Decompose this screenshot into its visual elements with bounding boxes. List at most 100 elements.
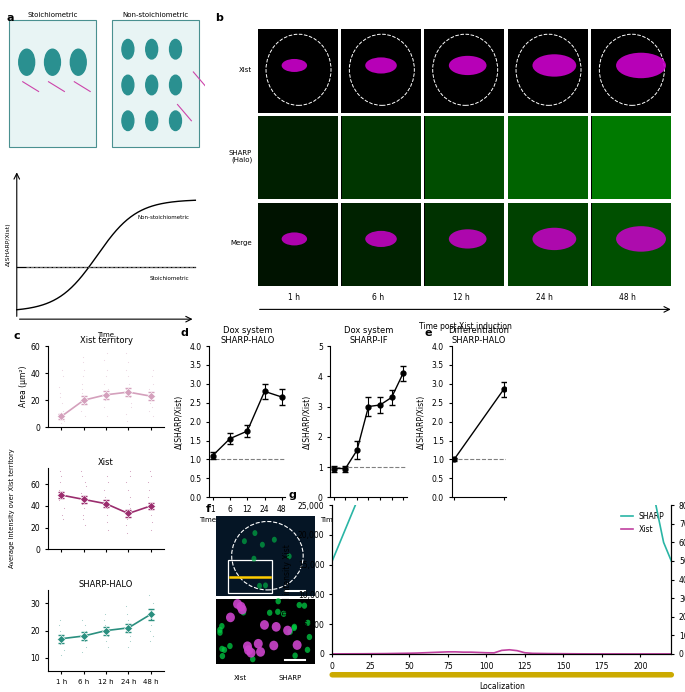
Point bbox=[143, 484, 154, 495]
Point bbox=[54, 489, 65, 500]
Point bbox=[121, 365, 132, 376]
Text: SHARP: SHARP bbox=[278, 675, 301, 682]
SHARP bbox=[644, 464, 652, 472]
Point bbox=[55, 639, 66, 650]
SHARP bbox=[343, 520, 352, 528]
Bar bbox=[216, 516, 315, 596]
Point bbox=[125, 392, 136, 403]
Point bbox=[142, 477, 153, 488]
Ellipse shape bbox=[282, 233, 307, 246]
Bar bbox=[508, 203, 588, 286]
Text: Stoichiometric: Stoichiometric bbox=[150, 276, 189, 281]
Title: Xist territory: Xist territory bbox=[79, 336, 132, 345]
Point bbox=[125, 630, 136, 641]
Bar bbox=[425, 116, 504, 199]
SHARP bbox=[328, 557, 336, 565]
Circle shape bbox=[122, 111, 134, 131]
Xist bbox=[366, 650, 375, 658]
Bar bbox=[592, 116, 671, 199]
Point bbox=[146, 401, 157, 412]
Ellipse shape bbox=[256, 647, 265, 657]
Bar bbox=[591, 203, 671, 286]
Circle shape bbox=[170, 111, 182, 131]
Ellipse shape bbox=[236, 602, 245, 612]
Point bbox=[55, 477, 66, 488]
Point bbox=[121, 609, 132, 620]
Bar bbox=[258, 203, 338, 286]
Ellipse shape bbox=[263, 583, 268, 588]
Xist bbox=[482, 648, 490, 657]
Text: a: a bbox=[7, 13, 14, 24]
Xist bbox=[644, 650, 652, 658]
Y-axis label: Δ(SHARP/Xist): Δ(SHARP/Xist) bbox=[303, 394, 312, 449]
Ellipse shape bbox=[238, 605, 247, 614]
Point bbox=[123, 370, 134, 381]
Text: Non-stoichiometric: Non-stoichiometric bbox=[138, 215, 189, 219]
Xist bbox=[606, 650, 614, 658]
Y-axis label: Pixel intensity Xist: Pixel intensity Xist bbox=[284, 544, 292, 615]
Bar bbox=[258, 29, 338, 113]
Point bbox=[148, 598, 159, 609]
Point bbox=[81, 481, 92, 492]
SHARP bbox=[606, 278, 614, 286]
Point bbox=[55, 470, 66, 481]
Xist bbox=[428, 648, 436, 657]
Point bbox=[145, 466, 155, 477]
Ellipse shape bbox=[250, 656, 256, 662]
Point bbox=[79, 502, 90, 513]
Ellipse shape bbox=[365, 231, 397, 247]
Ellipse shape bbox=[281, 610, 286, 617]
Xist bbox=[421, 648, 429, 657]
SHARP bbox=[351, 501, 360, 509]
Xist bbox=[629, 650, 637, 658]
Point bbox=[121, 415, 132, 426]
Bar bbox=[425, 29, 504, 113]
Point bbox=[80, 619, 91, 630]
Xist bbox=[575, 650, 583, 658]
Xist bbox=[529, 649, 537, 657]
SHARP bbox=[590, 185, 598, 193]
Bar bbox=[425, 116, 504, 199]
Ellipse shape bbox=[272, 622, 281, 632]
Point bbox=[53, 495, 64, 506]
Point bbox=[77, 379, 88, 390]
Xist bbox=[397, 649, 406, 657]
Point bbox=[99, 484, 110, 495]
Point bbox=[77, 384, 88, 395]
X-axis label: Localization: Localization bbox=[479, 682, 525, 691]
Point bbox=[121, 601, 132, 612]
Point bbox=[101, 347, 112, 358]
Text: 12 h: 12 h bbox=[453, 293, 469, 302]
Point bbox=[145, 625, 155, 636]
Point bbox=[101, 411, 112, 422]
Text: Xist: Xist bbox=[234, 675, 247, 682]
Point bbox=[145, 392, 156, 403]
Bar bbox=[219, 673, 231, 684]
Point bbox=[144, 384, 155, 395]
Ellipse shape bbox=[283, 626, 292, 635]
Y-axis label: Area (μm²): Area (μm²) bbox=[18, 366, 28, 408]
Ellipse shape bbox=[217, 630, 223, 636]
Ellipse shape bbox=[307, 634, 312, 640]
Point bbox=[99, 394, 110, 406]
Ellipse shape bbox=[260, 620, 269, 630]
Bar bbox=[258, 203, 338, 286]
Point bbox=[77, 509, 88, 520]
Point bbox=[123, 619, 134, 630]
Xist bbox=[567, 650, 575, 658]
X-axis label: Time post Xist induction (h): Time post Xist induction (h) bbox=[199, 517, 296, 523]
Xist bbox=[359, 650, 367, 658]
Point bbox=[147, 614, 158, 626]
Ellipse shape bbox=[532, 54, 576, 77]
Ellipse shape bbox=[532, 228, 576, 250]
Ellipse shape bbox=[306, 619, 311, 626]
Point bbox=[102, 502, 113, 513]
Point bbox=[98, 354, 109, 365]
Bar bbox=[508, 116, 588, 199]
Text: SHARP
(Halo): SHARP (Halo) bbox=[229, 149, 252, 163]
Point bbox=[121, 408, 132, 419]
Point bbox=[76, 487, 87, 498]
Point bbox=[99, 619, 110, 630]
Ellipse shape bbox=[226, 612, 235, 622]
Point bbox=[122, 388, 133, 399]
